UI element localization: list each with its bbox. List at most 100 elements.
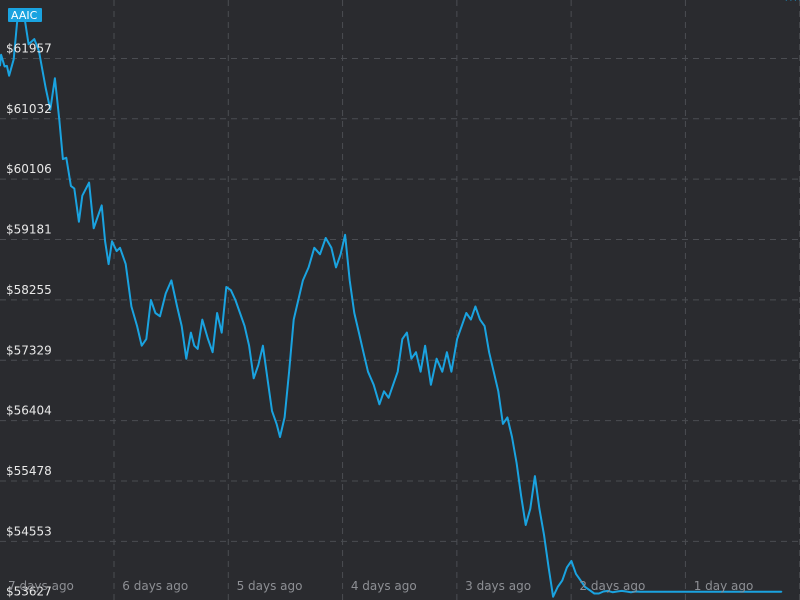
data-point	[484, 325, 486, 327]
data-point	[662, 591, 664, 593]
data-point	[358, 332, 360, 334]
data-point	[8, 75, 10, 77]
data-point	[708, 591, 710, 593]
data-point	[165, 292, 167, 295]
data-point	[271, 410, 273, 412]
data-point	[441, 371, 443, 373]
data-point	[185, 358, 187, 360]
data-point	[145, 338, 147, 340]
data-point	[593, 592, 595, 595]
data-point	[450, 371, 452, 373]
data-point	[4, 65, 6, 68]
data-point	[141, 345, 143, 347]
data-point	[420, 371, 422, 373]
data-point	[116, 250, 118, 252]
data-point	[698, 591, 701, 593]
data-point	[325, 237, 327, 239]
data-point	[520, 495, 522, 497]
x-tick-label: 1 day ago	[694, 579, 754, 593]
data-point	[150, 299, 152, 301]
data-point	[735, 591, 737, 593]
data-point	[621, 590, 623, 592]
data-point	[479, 319, 481, 321]
data-point	[712, 591, 714, 593]
data-point	[193, 345, 195, 347]
x-tick-label: 7 days ago	[8, 579, 74, 593]
data-point	[108, 263, 110, 265]
data-point	[616, 590, 618, 593]
data-point	[516, 462, 518, 464]
data-point	[602, 590, 605, 593]
data-point	[308, 266, 310, 268]
data-point	[461, 325, 463, 327]
data-point	[176, 305, 178, 308]
data-point	[607, 590, 609, 592]
data-point	[772, 591, 774, 593]
data-point	[276, 423, 278, 425]
data-point	[653, 591, 655, 593]
data-point	[794, 0, 796, 1]
data-point	[625, 590, 627, 593]
data-point	[230, 289, 232, 291]
data-point	[584, 586, 586, 588]
data-point	[221, 332, 223, 334]
data-point	[785, 0, 787, 1]
data-point	[244, 325, 246, 327]
data-point	[340, 253, 342, 255]
data-point	[319, 253, 321, 255]
data-point	[197, 348, 199, 350]
data-point	[430, 384, 432, 386]
data-point	[190, 332, 192, 334]
data-point	[136, 325, 138, 327]
data-point	[776, 591, 778, 593]
data-point	[456, 338, 458, 340]
data-point	[70, 185, 72, 187]
data-point	[470, 319, 472, 321]
data-point	[104, 240, 106, 242]
y-axis-ticks: $61957 $61032 $60106 $59181 $58255 $57329 $564…	[6, 41, 52, 598]
data-point	[497, 390, 499, 392]
data-point	[159, 315, 161, 317]
data-point	[781, 591, 783, 593]
data-point	[119, 247, 121, 249]
data-point	[543, 534, 545, 536]
data-point	[335, 266, 337, 268]
data-point	[288, 371, 290, 373]
data-point	[284, 416, 286, 418]
data-point	[0, 54, 2, 56]
data-point	[575, 573, 577, 575]
data-point	[378, 403, 380, 405]
y-tick-label: $56404	[6, 404, 52, 418]
data-point	[33, 38, 35, 40]
data-point	[676, 591, 678, 593]
data-point	[424, 345, 426, 347]
data-point	[96, 217, 98, 220]
data-point	[753, 591, 755, 593]
data-point	[666, 591, 669, 593]
data-point	[446, 351, 448, 353]
data-point	[511, 436, 513, 438]
data-point	[130, 305, 132, 308]
data-point	[657, 591, 659, 593]
data-point	[302, 279, 304, 281]
data-point	[639, 591, 641, 593]
data-point	[506, 416, 508, 418]
data-point	[561, 579, 563, 582]
data-point	[373, 384, 375, 386]
data-point	[548, 566, 550, 569]
data-point	[648, 591, 650, 593]
data-point	[630, 591, 632, 593]
data-point	[525, 524, 527, 526]
data-point	[644, 591, 646, 593]
data-point	[207, 338, 209, 340]
data-point	[634, 590, 637, 593]
data-point	[570, 560, 573, 562]
y-tick-label: $59181	[6, 223, 52, 237]
data-point	[111, 240, 113, 242]
data-point	[488, 351, 490, 353]
data-point	[762, 591, 765, 593]
data-point	[415, 351, 417, 353]
data-point	[383, 390, 385, 392]
data-point	[49, 109, 51, 111]
